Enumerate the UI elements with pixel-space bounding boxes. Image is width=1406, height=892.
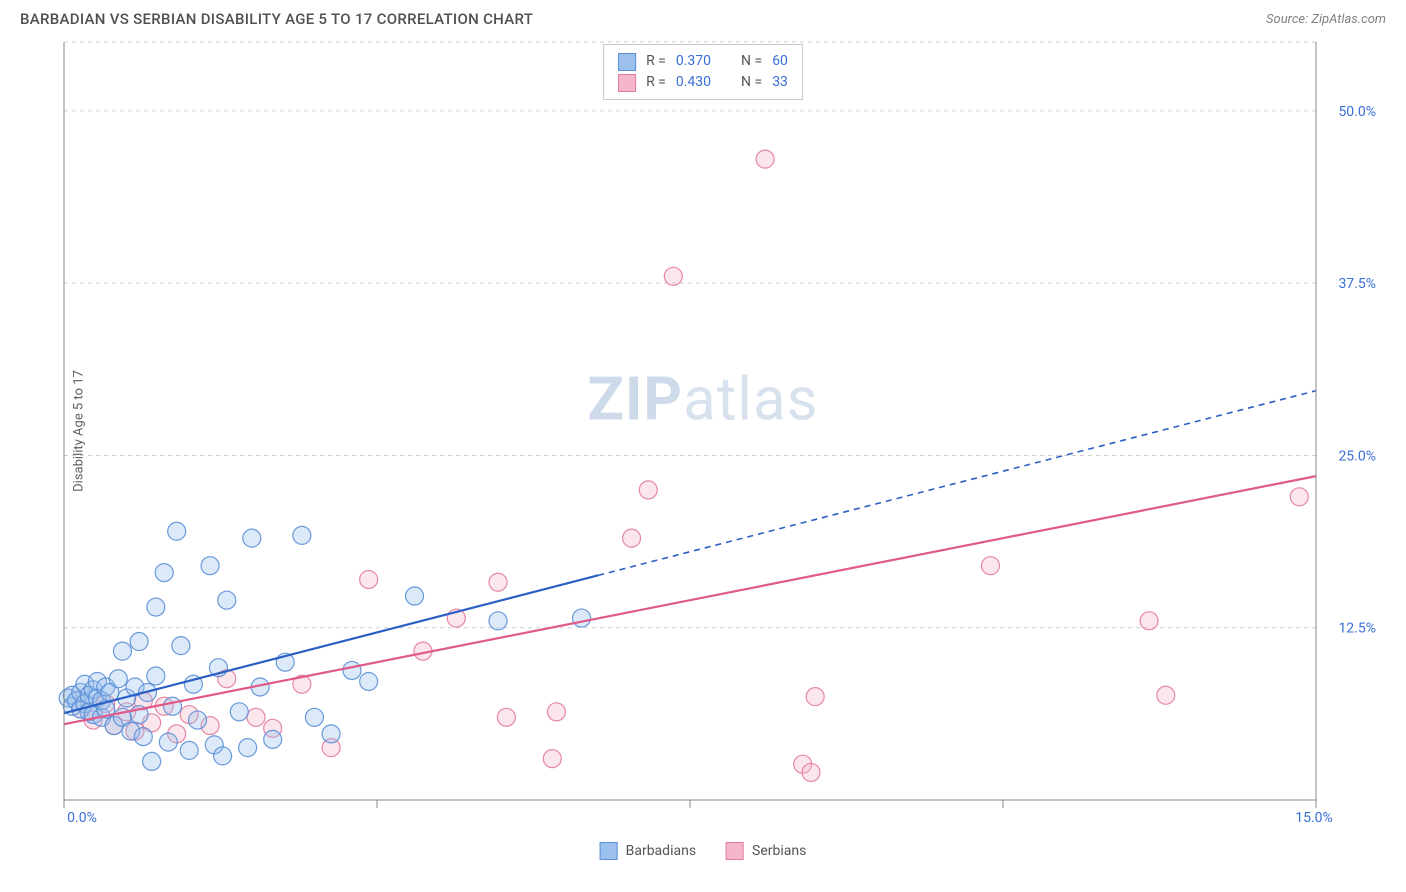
y-axis-label: Disability Age 5 to 17 xyxy=(71,370,86,492)
source-attribution: Source: ZipAtlas.com xyxy=(1266,12,1386,27)
svg-text:15.0%: 15.0% xyxy=(1295,810,1333,826)
stats-legend: R = 0.370 N = 60 R = 0.430 N = 33 xyxy=(603,44,803,100)
chart-container: Disability Age 5 to 17 12.5% 25.0% 37.5% 50… xyxy=(20,36,1386,826)
svg-text:0.0%: 0.0% xyxy=(67,810,97,826)
chart-title: BARBADIAN VS SERBIAN DISABILITY AGE 5 TO… xyxy=(20,10,533,28)
svg-text:37.5%: 37.5% xyxy=(1338,276,1376,292)
scatter-chart: 12.5% 25.0% 37.5% 50.0% 0.0% 15.0% xyxy=(20,36,1386,826)
legend-item-serbians: Serbians xyxy=(726,842,806,860)
legend-item-barbadians: Barbadians xyxy=(600,842,696,860)
stats-row-serbians: R = 0.430 N = 33 xyxy=(618,72,788,93)
svg-text:12.5%: 12.5% xyxy=(1338,621,1376,637)
series-legend: Barbadians Serbians xyxy=(600,842,807,860)
stats-row-barbadians: R = 0.370 N = 60 xyxy=(618,51,788,72)
svg-text:50.0%: 50.0% xyxy=(1338,104,1376,120)
svg-text:25.0%: 25.0% xyxy=(1338,448,1376,464)
